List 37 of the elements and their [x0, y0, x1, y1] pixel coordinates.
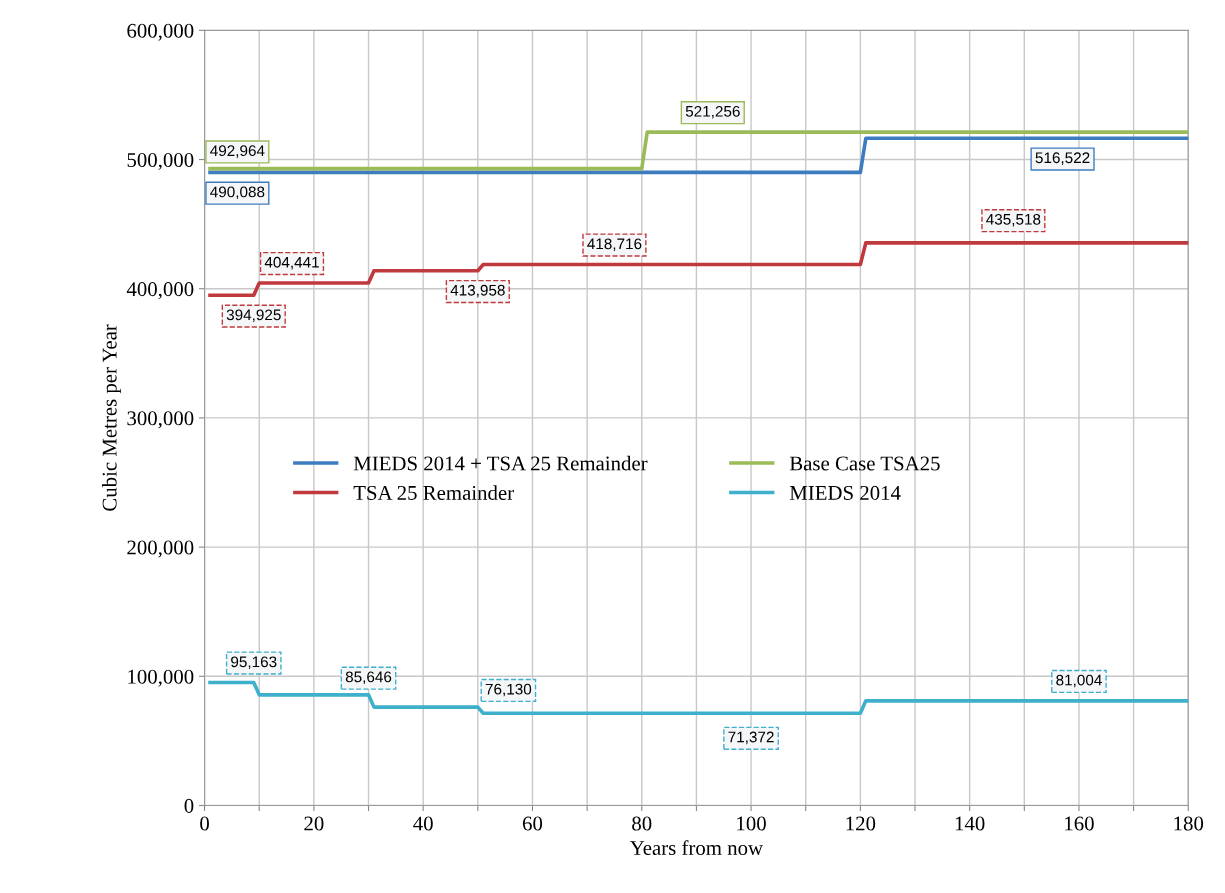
- y-tick-label: 500,000: [127, 152, 194, 170]
- y-tick-label: 200,000: [127, 540, 194, 558]
- data-label: 394,925: [226, 309, 281, 323]
- x-axis-title: Years from now: [630, 840, 763, 856]
- data-label: 81,004: [1056, 674, 1102, 688]
- data-label: 521,256: [685, 105, 740, 119]
- y-tick-label: 600,000: [127, 23, 194, 41]
- x-tick-label: 40: [413, 816, 433, 831]
- x-tick-label: 140: [955, 816, 985, 831]
- data-label: 435,518: [986, 213, 1041, 227]
- data-label: 490,088: [210, 186, 265, 200]
- x-tick-label: 180: [1174, 816, 1204, 831]
- data-label: 413,958: [450, 284, 505, 298]
- x-tick-label: 60: [522, 816, 543, 831]
- data-label: 404,441: [264, 256, 319, 270]
- data-label: 516,522: [1035, 152, 1090, 165]
- y-tick-label: 100,000: [128, 669, 194, 687]
- x-tick-label: 120: [846, 816, 876, 831]
- y-axis-title: Cubic Metres per Year: [102, 324, 121, 511]
- data-label: 76,130: [485, 683, 532, 697]
- x-tick-label: 0: [200, 816, 209, 831]
- y-tick-label: 400,000: [126, 282, 194, 300]
- y-tick-label: 0: [184, 798, 194, 813]
- legend-label: TSA 25 Remainder: [353, 485, 514, 500]
- data-label: 85,646: [345, 671, 392, 685]
- x-tick-label: 80: [632, 816, 652, 831]
- x-tick-label: 20: [304, 816, 324, 831]
- x-tick-label: 160: [1065, 816, 1094, 831]
- x-tick-label: 100: [737, 816, 766, 831]
- legend-label: MIEDS 2014 + TSA 25 Remainder: [353, 455, 648, 471]
- data-label: 95,163: [231, 656, 277, 670]
- y-tick-label: 300,000: [127, 411, 194, 429]
- data-label: 492,964: [210, 145, 265, 158]
- legend-label: Base Case TSA25: [789, 456, 940, 471]
- legend-label: MIEDS 2014: [789, 485, 901, 500]
- data-label: 71,372: [728, 731, 774, 745]
- data-label: 418,716: [587, 238, 642, 252]
